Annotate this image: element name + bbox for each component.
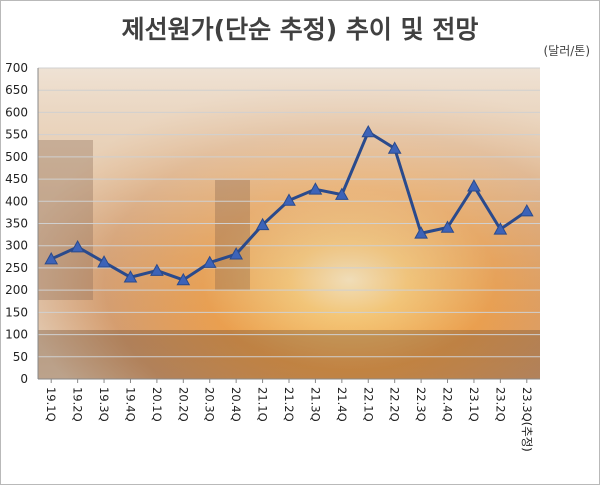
x-tick-label: 19.2Q <box>71 387 85 422</box>
x-tick-label: 19.4Q <box>123 387 137 422</box>
data-point-marker <box>387 141 402 154</box>
data-point-marker <box>176 272 191 286</box>
floor-shadow <box>38 330 540 379</box>
x-tick-label: 20.3Q <box>203 387 217 422</box>
y-tick-label: 600 <box>5 105 28 119</box>
data-point-marker <box>519 204 534 217</box>
y-tick-label: 250 <box>5 261 28 275</box>
y-tick-label: 550 <box>5 128 28 142</box>
y-tick-label: 350 <box>5 217 28 231</box>
data-point-marker <box>414 226 428 239</box>
data-point-marker <box>150 263 164 276</box>
series-line <box>44 124 534 286</box>
y-tick-label: 200 <box>5 283 28 297</box>
furnace-structure-left <box>38 140 93 300</box>
data-point-marker <box>229 247 244 260</box>
y-tick-label: 50 <box>13 350 28 364</box>
data-point-marker <box>361 124 376 138</box>
chart-title: 제선원가(단순 추정) 추이 및 전망 <box>121 15 479 44</box>
unit-label: (달러/톤) <box>543 44 590 58</box>
data-point-marker <box>202 255 217 268</box>
data-point-marker <box>440 220 455 233</box>
data-point-marker <box>70 240 85 253</box>
x-tick-label: 21.2Q <box>282 387 296 422</box>
x-tick-label: 23.3Q(추정) <box>520 387 534 452</box>
y-tick-label: 700 <box>5 61 28 75</box>
x-axis: 19.1Q 19.2Q 19.3Q 19.4Q 20.1Q 20.2Q 20.3Q 20.4Q… <box>44 379 534 452</box>
y-tick-label: 400 <box>5 194 28 208</box>
data-point-marker <box>282 193 296 206</box>
y-tick-label: 100 <box>5 328 28 342</box>
x-tick-label: 20.2Q <box>176 387 190 422</box>
x-tick-label: 20.4Q <box>229 387 243 422</box>
x-tick-label: 21.4Q <box>335 387 349 422</box>
y-tick-label: 650 <box>5 83 28 97</box>
x-tick-label: 23.1Q <box>467 387 481 422</box>
x-tick-label: 21.1Q <box>256 387 270 422</box>
furnace-structure-mid <box>215 180 250 290</box>
x-tick-label: 21.3Q <box>308 387 322 422</box>
x-tick-label: 22.4Q <box>441 387 455 422</box>
x-tick-label: 19.1Q <box>44 387 58 422</box>
y-tick-label: 150 <box>5 305 28 319</box>
x-tick-label: 22.3Q <box>414 387 428 422</box>
data-point-marker <box>334 187 349 200</box>
y-tick-label: 500 <box>5 150 28 164</box>
y-tick-label: 300 <box>5 239 28 253</box>
data-point-marker <box>308 182 323 195</box>
x-tick-label: 23.2Q <box>493 387 507 422</box>
x-tick-label: 20.1Q <box>150 387 164 422</box>
data-point-marker <box>97 255 111 268</box>
data-point-marker <box>493 222 508 235</box>
data-point-marker <box>123 270 138 283</box>
y-tick-label: 0 <box>20 372 28 386</box>
data-point-marker <box>255 217 270 231</box>
y-tick-label: 450 <box>5 172 28 186</box>
data-point-marker <box>44 252 59 265</box>
x-tick-label: 22.1Q <box>361 387 375 422</box>
x-tick-label: 19.3Q <box>97 387 111 422</box>
data-point-marker <box>467 179 481 192</box>
x-tick-label: 22.2Q <box>388 387 402 422</box>
